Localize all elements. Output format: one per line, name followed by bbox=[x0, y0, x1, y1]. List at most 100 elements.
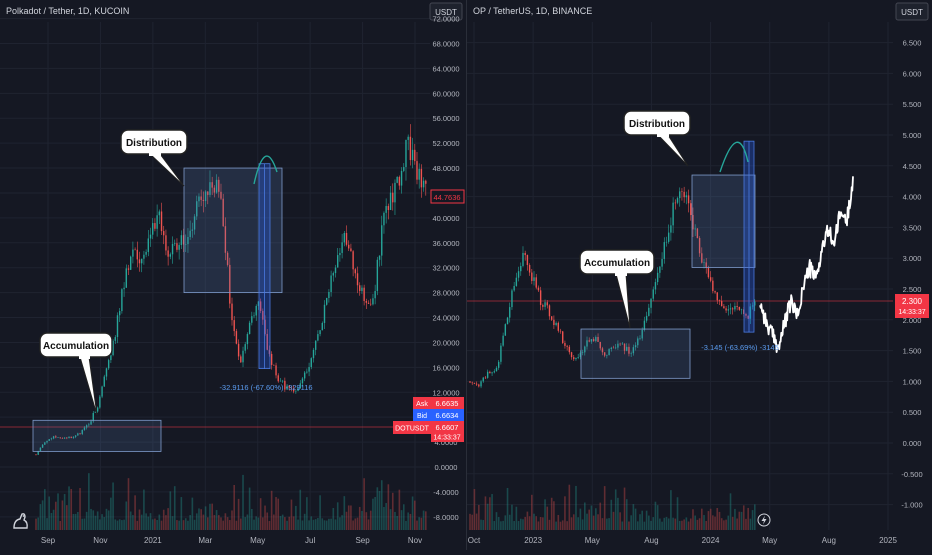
volume-bar bbox=[685, 517, 688, 530]
volume-bar bbox=[500, 521, 502, 530]
volume-bar bbox=[158, 514, 161, 530]
volume-bar bbox=[275, 497, 277, 530]
volume-bar bbox=[590, 505, 593, 530]
candle-body bbox=[317, 334, 319, 341]
candle-body bbox=[745, 313, 747, 316]
candle-body bbox=[337, 255, 339, 268]
ticker-label: DOTUSDT bbox=[395, 426, 430, 433]
price-tick-label: 3.500 bbox=[903, 223, 922, 232]
volume-bar bbox=[656, 505, 659, 530]
volume-bar bbox=[233, 484, 236, 530]
volume-bar bbox=[72, 513, 75, 530]
lightning-icon[interactable] bbox=[757, 513, 771, 527]
volume-bar bbox=[692, 509, 694, 530]
candle-body bbox=[367, 302, 370, 304]
candle-body bbox=[352, 251, 354, 270]
volume-bar bbox=[557, 514, 560, 530]
candle-body bbox=[690, 203, 692, 215]
volume-bar bbox=[742, 505, 745, 530]
volume-bar bbox=[504, 515, 507, 530]
volume-bar bbox=[145, 513, 147, 530]
volume-bar bbox=[407, 512, 409, 530]
candle-body bbox=[374, 291, 376, 299]
volume-bar bbox=[480, 519, 482, 530]
volume-bar bbox=[105, 508, 108, 530]
candle-body bbox=[96, 407, 99, 412]
candle-body bbox=[546, 302, 548, 306]
candle-body bbox=[189, 230, 191, 238]
left-time-axis[interactable]: Sep Nov 2021 Mar May Jul Sep Nov bbox=[41, 536, 422, 545]
candle-body bbox=[330, 275, 332, 292]
volume-bar bbox=[35, 518, 37, 530]
right-price-tag-box bbox=[895, 294, 929, 318]
distribution-box[interactable] bbox=[691, 174, 756, 268]
right-currency-button[interactable] bbox=[895, 2, 929, 21]
volume-bar bbox=[323, 520, 326, 530]
volume-bar bbox=[716, 508, 719, 530]
volume-bar bbox=[187, 520, 189, 530]
right-time-axis[interactable]: Oct 2023 May Aug 2024 May Aug 2025 bbox=[468, 536, 898, 545]
right-price-axis[interactable]: 6.500 6.000 5.500 5.000 4.500 4.000 3.500 3.000… bbox=[901, 39, 922, 510]
candle-body bbox=[145, 251, 147, 255]
accumulation-box[interactable] bbox=[580, 328, 691, 379]
left-currency-button[interactable] bbox=[429, 2, 463, 21]
accumulation-box[interactable] bbox=[32, 419, 162, 452]
candle-body bbox=[654, 282, 657, 290]
right-chart-panel[interactable]: OP / TetherUS, 1D, BINANCE USDT 6.500 6.0… bbox=[467, 2, 929, 545]
candle-body bbox=[407, 136, 409, 140]
volume-bar bbox=[123, 519, 125, 530]
left-annotations bbox=[32, 155, 283, 452]
price-tick-label: -0.500 bbox=[901, 470, 922, 479]
candle-body bbox=[701, 253, 703, 263]
volume-bar bbox=[74, 513, 77, 530]
price-tick-label: -8.0000 bbox=[433, 513, 458, 522]
tradingview-logo-icon[interactable] bbox=[13, 513, 28, 529]
candle-body bbox=[59, 437, 61, 439]
candle-body bbox=[535, 277, 537, 288]
candle-body bbox=[178, 245, 180, 250]
candle-body bbox=[156, 215, 158, 229]
candle-body bbox=[332, 273, 335, 276]
price-tick-label: 40.0000 bbox=[432, 214, 459, 223]
candle-body bbox=[469, 381, 471, 383]
candle-body bbox=[44, 442, 46, 445]
candle-body bbox=[107, 360, 110, 369]
candle-body bbox=[405, 139, 407, 168]
left-price-axis[interactable]: 72.0000 68.0000 64.0000 60.0000 56.0000 52.00… bbox=[432, 15, 459, 522]
candle-body bbox=[720, 301, 723, 307]
left-currency-button-label: USDT bbox=[435, 8, 457, 17]
volume-bar bbox=[705, 520, 708, 530]
ask-value-box bbox=[431, 397, 464, 409]
candle-body bbox=[645, 315, 648, 321]
time-tick-label: Nov bbox=[408, 536, 422, 545]
left-chart-panel[interactable]: Polkadot / Tether, 1D, KUCOIN USDT 72.00… bbox=[0, 0, 466, 550]
volume-bar bbox=[116, 520, 119, 530]
candle-body bbox=[663, 242, 665, 259]
volume-bar bbox=[240, 518, 242, 530]
candle-body bbox=[398, 176, 401, 186]
candle-body bbox=[266, 333, 268, 350]
candle-body bbox=[257, 301, 260, 306]
volume-bar bbox=[138, 509, 141, 530]
volume-bar bbox=[182, 520, 185, 530]
volume-bar bbox=[369, 510, 372, 530]
volume-bar bbox=[332, 507, 335, 530]
volume-bar bbox=[632, 504, 635, 530]
candle-body bbox=[506, 317, 509, 325]
candle-body bbox=[411, 149, 414, 161]
price-tick-label: 1.000 bbox=[903, 377, 922, 386]
volume-bar bbox=[317, 518, 319, 530]
candle-body bbox=[215, 179, 218, 193]
volume-bar bbox=[628, 521, 630, 530]
right-accumulation-text: Accumulation bbox=[584, 258, 650, 269]
volume-bar bbox=[473, 489, 476, 530]
left-countdown: 14:33:37 bbox=[433, 435, 460, 442]
price-tick-label: 6.500 bbox=[903, 39, 922, 48]
volume-bar bbox=[374, 497, 376, 530]
candle-body bbox=[310, 358, 312, 368]
candle-body bbox=[66, 437, 68, 439]
candle-body bbox=[325, 298, 328, 305]
distribution-box[interactable] bbox=[183, 167, 283, 294]
candle-body bbox=[597, 336, 599, 342]
volume-bar bbox=[222, 520, 224, 530]
